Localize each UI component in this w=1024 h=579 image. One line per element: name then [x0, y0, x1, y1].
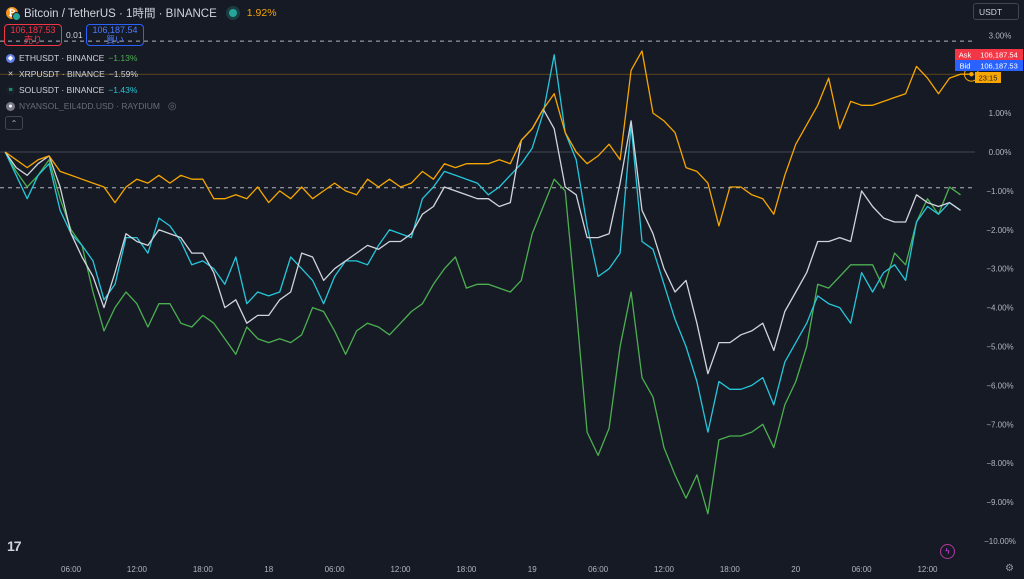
legend-item-xrp[interactable]: ✕ XRPUSDT · BINANCE −1.59% [6, 66, 177, 82]
bid-tag-label-bg [955, 60, 975, 71]
buy-label: 買い [105, 35, 124, 45]
sell-price: 106,187.53 [10, 25, 56, 35]
y-axis: 3.00% 1.00% 0.00% −1.00% −2.00% −3.00% −4.00% −… [984, 31, 1016, 546]
eye-hidden-icon[interactable]: ◎ [167, 100, 177, 112]
x-tick-label: 20 [791, 565, 800, 574]
solana-icon: ≡ [6, 85, 15, 95]
y-tick-label: 1.00% [989, 109, 1012, 118]
bid-tag-value: 106,187.53 [980, 62, 1018, 71]
ask-tag-value: 106,187.54 [980, 51, 1018, 60]
x-tick-label: 18:00 [456, 565, 477, 574]
legend-change: −1.13% [108, 53, 138, 63]
spread-value: 0.01 [66, 30, 83, 40]
currency-value: USDT [979, 6, 1003, 17]
series-line-sol [4, 54, 961, 433]
x-tick-label: 06:00 [61, 565, 82, 574]
y-tick-label: −9.00% [986, 498, 1013, 507]
market-status-icon [228, 9, 237, 17]
x-tick-label: 06:00 [325, 565, 346, 574]
xrp-icon: ✕ [7, 71, 14, 78]
ethereum-icon: ◆ [6, 53, 15, 63]
x-tick-label: 12:00 [390, 565, 411, 574]
series-line-xrp [4, 108, 961, 375]
x-tick-label: 12:00 [127, 565, 148, 574]
x-tick-label: 18 [264, 565, 273, 574]
tradingview-logo-icon: 17 [7, 538, 22, 554]
x-tick-label: 06:00 [588, 565, 609, 574]
y-tick-label: −5.00% [986, 343, 1013, 352]
price-tags: Ask 106,187.54 Bid 106,187.53 23:15 [955, 49, 1023, 83]
x-tick-label: 12:00 [917, 565, 938, 574]
x-tick-label: 19 [528, 565, 537, 574]
reference-lines [0, 40, 975, 189]
legend-item-eth[interactable]: ◆ ETHUSDT · BINANCE −1.13% [6, 50, 177, 66]
x-tick-label: 18:00 [193, 565, 214, 574]
compare-legend: ◆ ETHUSDT · BINANCE −1.13% ✕ XRPUSDT · B… [6, 50, 177, 114]
y-tick-label: −4.00% [986, 304, 1013, 313]
y-tick-label: −3.00% [986, 265, 1013, 274]
sell-button[interactable]: 106,187.53 売り [4, 24, 62, 46]
buy-button[interactable]: 106,187.54 買い [86, 24, 144, 46]
y-tick-label: −7.00% [986, 420, 1013, 429]
y-tick-label: −2.00% [986, 226, 1013, 235]
bid-tag-value-bg [975, 60, 1023, 71]
legend-symbol: SOLUSDT · BINANCE [19, 85, 105, 95]
y-tick-label: 3.00% [989, 31, 1012, 40]
y-tick-label: −8.00% [986, 459, 1013, 468]
countdown-value: 23:15 [979, 74, 998, 83]
x-tick-label: 12:00 [654, 565, 675, 574]
countdown-bg [975, 72, 1001, 83]
legend-symbol: NYANSOL_EIL4DD.USD · RAYDIUM [19, 101, 160, 111]
buy-price: 106,187.54 [92, 25, 138, 35]
settings-icon[interactable]: ⚙ [1005, 563, 1014, 574]
legend-item-sol[interactable]: ≡ SOLUSDT · BINANCE −1.43% [6, 82, 177, 98]
sell-label: 売り [23, 35, 42, 45]
y-tick-label: −1.00% [986, 187, 1013, 196]
series-line-btc [4, 50, 972, 227]
series-line-eth [4, 151, 961, 515]
ask-tag-label: Ask [959, 51, 972, 60]
y-tick-label: −6.00% [986, 381, 1013, 390]
legend-item-nyansol[interactable]: ● NYANSOL_EIL4DD.USD · RAYDIUM ◎ [6, 98, 177, 114]
legend-change: −1.59% [108, 69, 138, 79]
chart-header: ₿ Bitcoin / TetherUS · 1時間 · BINANCE 1.9… [6, 4, 277, 22]
bitcoin-icon: ₿ [6, 7, 21, 21]
lightning-icon[interactable]: ϟ [940, 544, 955, 559]
legend-change: −1.43% [108, 85, 138, 95]
legend-symbol: ETHUSDT · BINANCE [19, 53, 105, 63]
x-axis: 06:00 12:00 18:00 18 06:00 12:00 18:00 19 06:00 1… [61, 565, 938, 574]
y-tick-label: 0.00% [989, 148, 1012, 157]
token-icon: ● [6, 101, 15, 111]
y-tick-label: −10.00% [984, 537, 1016, 546]
x-tick-label: 06:00 [852, 565, 873, 574]
collapse-legend-button[interactable]: ⌃ [5, 116, 23, 130]
trade-panel: 106,187.53 売り 0.01 106,187.54 買い [4, 24, 144, 46]
symbol-title[interactable]: Bitcoin / TetherUS · 1時間 · BINANCE [24, 8, 217, 20]
header-change: 1.92% [246, 7, 277, 19]
ask-tag-value-bg [975, 49, 1023, 60]
series-layer [4, 50, 972, 515]
ask-tag-label-bg [955, 49, 975, 60]
bid-tag-label: Bid [960, 62, 971, 71]
x-tick-label: 18:00 [720, 565, 741, 574]
legend-symbol: XRPUSDT · BINANCE [19, 69, 105, 79]
currency-select[interactable]: USDT [973, 3, 1019, 20]
